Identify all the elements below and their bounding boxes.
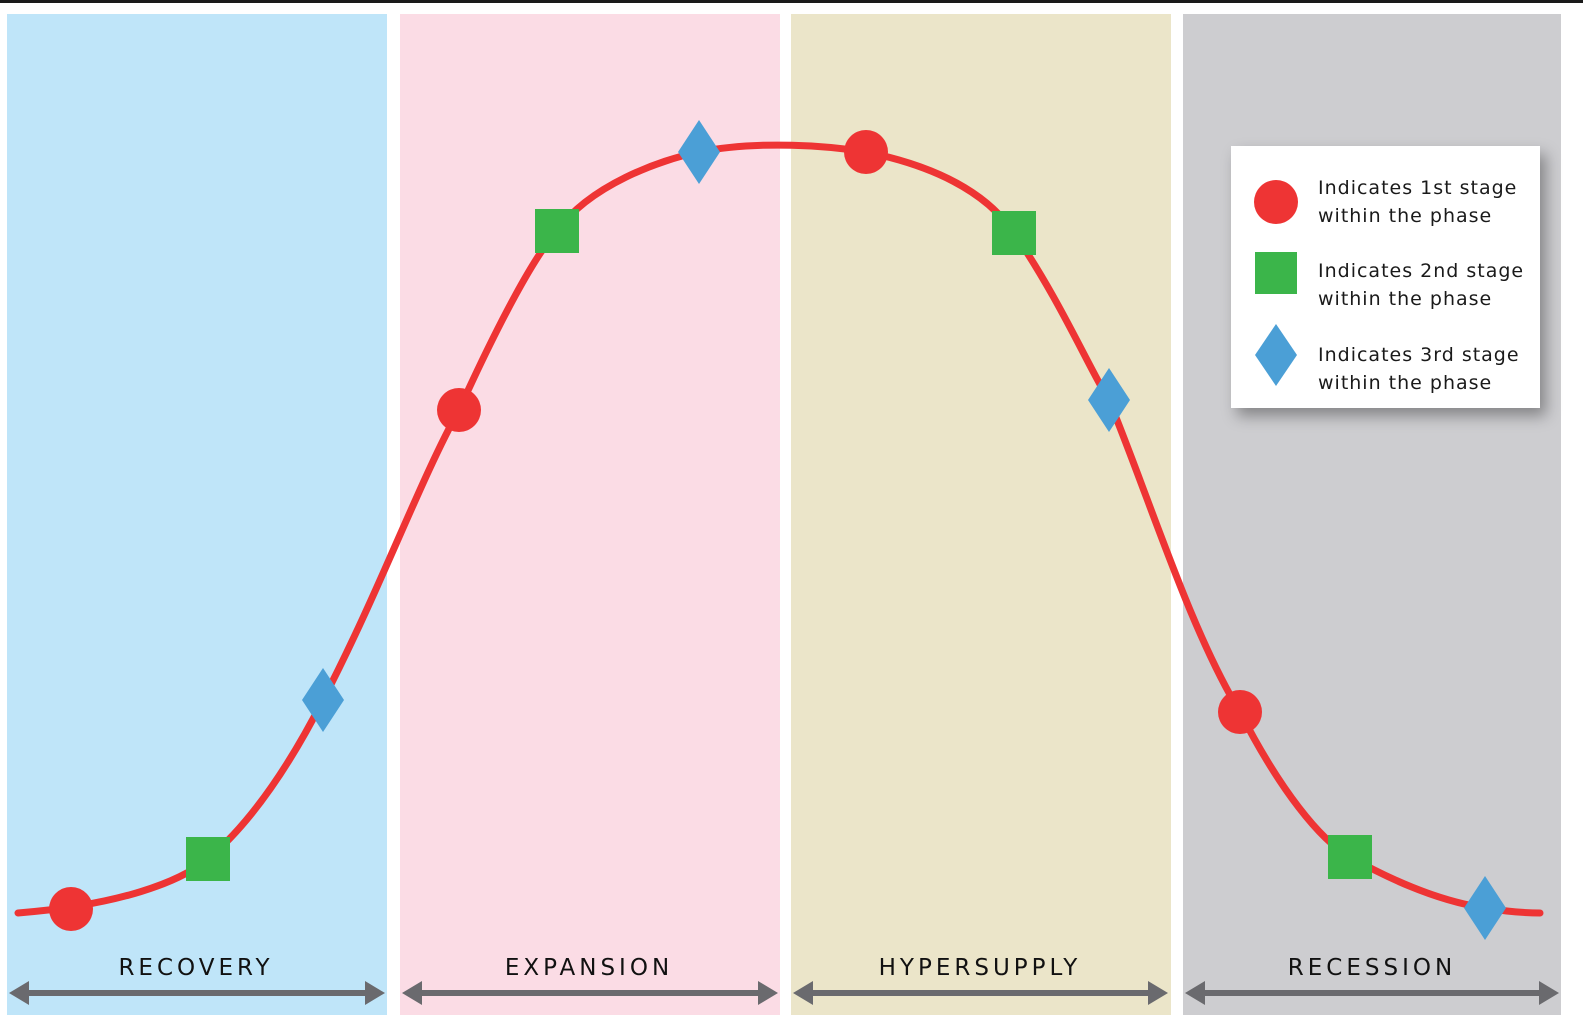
phase-band-expansion (400, 14, 780, 1015)
legend: Indicates 1st stage within the phase Ind… (1231, 146, 1540, 408)
recovery-stage-3-marker (302, 668, 344, 732)
legend-stage-3-line2: within the phase (1318, 372, 1493, 394)
legend-stage-2-line1: Indicates 2nd stage (1318, 260, 1525, 282)
green-square-icon (1255, 252, 1297, 294)
legend-item-stage-2: Indicates 2nd stage within the phase (1231, 243, 1540, 313)
hypersupply-stage-2-marker (992, 211, 1036, 255)
legend-item-stage-1: Indicates 1st stage within the phase (1231, 160, 1540, 230)
expansion-stage-2-marker (535, 209, 579, 253)
recession-stage-2-marker (1328, 835, 1372, 879)
arrow-expansion (402, 981, 778, 1005)
recession-stage-3-marker (1464, 876, 1506, 940)
hypersupply-stage-1-marker (844, 130, 888, 174)
recession-stage-1-marker (1218, 690, 1262, 734)
recovery-stage-1-marker (49, 887, 93, 931)
phase-label-recession: RECESSION (1287, 955, 1457, 981)
arrow-recovery (9, 981, 385, 1005)
arrow-hypersupply (793, 981, 1168, 1005)
legend-stage-1-line2: within the phase (1318, 205, 1493, 227)
legend-item-stage-3: Indicates 3rd stage within the phase (1231, 324, 1540, 397)
arrow-recession (1185, 981, 1559, 1005)
hypersupply-stage-3-marker (1088, 368, 1130, 432)
expansion-stage-3-marker (678, 120, 720, 184)
blue-diamond-icon (1255, 324, 1297, 386)
phase-label-hypersupply: HYPERSUPPLY (878, 955, 1082, 981)
recovery-stage-2-marker (186, 837, 230, 881)
legend-stage-2-line2: within the phase (1318, 288, 1493, 310)
legend-stage-1-line1: Indicates 1st stage (1318, 177, 1518, 199)
legend-stage-3-line1: Indicates 3rd stage (1318, 344, 1520, 366)
red-circle-icon (1254, 180, 1298, 224)
phase-label-expansion: EXPANSION (504, 955, 674, 981)
expansion-stage-1-marker (437, 388, 481, 432)
phase-band-hypersupply (791, 14, 1171, 1015)
phase-label-recovery: RECOVERY (118, 955, 274, 981)
top-rule (0, 0, 1583, 3)
